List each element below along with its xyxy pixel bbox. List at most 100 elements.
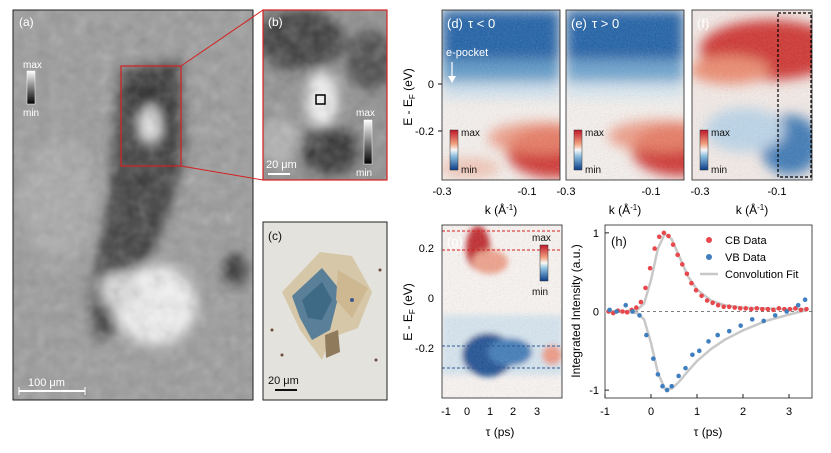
panel-a-tag: (a) (19, 15, 34, 29)
h-vb-point (802, 297, 808, 303)
g-ytick-2: -0.2 (415, 343, 434, 355)
h-xtick-label-4: 3 (786, 406, 792, 418)
h-cb-point (721, 304, 726, 310)
panel-a (13, 10, 253, 400)
h-vb-point (623, 302, 628, 308)
h-vb-point (726, 328, 732, 334)
panel-b-scalebar-label: 20 μm (266, 159, 297, 171)
h-vb-point (664, 387, 670, 393)
h-vb-point (637, 313, 642, 318)
arpes-y-axis: 0 -0.2 E - EF (eV) (401, 68, 442, 138)
h-cb-point (765, 306, 771, 312)
h-xtick-label-3: 2 (740, 406, 746, 418)
h-legend-label-0: CB Data (725, 235, 767, 247)
h-vb-point (772, 313, 778, 318)
h-legend-label-1: VB Data (725, 252, 767, 264)
arpes-ytick-0: 0 (428, 79, 434, 91)
panel-d (442, 10, 560, 180)
h-cb-point (804, 306, 809, 312)
panel-c (263, 222, 387, 400)
h-cb-point (793, 306, 798, 311)
panel-d-colorbar (449, 129, 459, 171)
e-pocket-arrow-head (448, 76, 456, 83)
h-cb-point (620, 309, 625, 314)
panel-b-marker (315, 94, 326, 105)
g-x-axis: -1 0 1 2 3 τ (ps) (441, 406, 540, 439)
panel-e-colorbar (573, 129, 583, 171)
h-ytick-label-1: 0 (593, 307, 599, 319)
h-cb-point (670, 242, 676, 247)
panel-f-tag: (f) (697, 16, 709, 31)
panel-b-cbar-max: max (356, 108, 375, 119)
h-cb-point (693, 287, 699, 293)
panel-b-frame (262, 9, 388, 181)
e-xlabel: k (Å-1) (609, 202, 641, 217)
g-xtick-3: 2 (510, 406, 516, 418)
f-xtick-1: -0.1 (768, 186, 787, 198)
g-xtick-4: 3 (534, 406, 540, 418)
h-cb-point (771, 307, 776, 313)
h-cb-point (710, 300, 715, 306)
h-cb-point (776, 306, 782, 311)
panel-h-chart: (h) Integrated Intensity (a.u.) τ (ps) 1… (569, 224, 813, 439)
h-cb-point (787, 306, 793, 312)
arpes-x-axes: -0.3 -0.1 -0.3 -0.1 -0.3 -0.1 k (Å-1) k … (433, 186, 787, 217)
arpes-ytick-1: -0.2 (415, 126, 434, 138)
panel-b-tag: (b) (268, 15, 283, 29)
h-cb-point (726, 304, 732, 310)
h-xtick-label-2: 1 (694, 406, 700, 418)
h-cb-point (661, 230, 667, 236)
h-cb-point (647, 265, 653, 271)
h-vb-point (676, 373, 681, 379)
d-xtick-0: -0.3 (433, 186, 452, 198)
h-vb-point (607, 307, 612, 313)
h-cb-point (656, 234, 662, 240)
h-cb-point (715, 302, 721, 308)
h-cb-point (798, 307, 804, 313)
d-xlabel: k (Å-1) (485, 202, 517, 217)
h-vb-point (795, 302, 801, 308)
h-vb-point (651, 356, 656, 361)
h-cb-point (754, 306, 760, 311)
panel-g-tag: (g) (447, 234, 463, 249)
h-vb-point (784, 309, 789, 314)
h-cb-point (732, 305, 738, 310)
d-xtick-1: -0.1 (518, 186, 537, 198)
panel-f-dashed-box (777, 12, 812, 178)
h-vb-point (690, 352, 695, 358)
h-cb-point (638, 299, 644, 305)
panel-e (566, 10, 684, 180)
h-vb-point (669, 383, 674, 389)
h-cb-point (652, 246, 657, 251)
panel-d-annotation: e-pocket (446, 47, 488, 59)
h-vb-point (697, 348, 702, 354)
h-cb-point (633, 305, 639, 310)
h-cb-point (679, 262, 685, 267)
g-ytick-0: 0.2 (419, 243, 434, 255)
panel-a-colorbar (26, 70, 36, 105)
h-cb-point (737, 306, 743, 311)
arpes-ylabel: E - EF (eV) (401, 68, 417, 126)
g-y-axis: 0.2 0 -0.2 E - EF (eV) (401, 243, 434, 355)
h-cb-point (666, 233, 671, 239)
panel-c-scalebar-label: 20 μm (268, 375, 299, 387)
zoom-box (120, 65, 182, 167)
h-vb-point (655, 372, 661, 377)
h-cb-point (675, 252, 680, 258)
h-cb-point (643, 285, 648, 291)
h-cb-point (704, 298, 710, 303)
zoom-line-bottom (180, 165, 264, 181)
h-legend-cb-marker (706, 237, 712, 243)
h-xtick-label-1: 0 (648, 406, 654, 418)
h-xlabel: τ (ps) (694, 425, 723, 439)
h-ylabel: Integrated Intensity (a.u.) (569, 244, 583, 377)
e-xtick-0: -0.3 (557, 186, 576, 198)
h-cb-point (624, 309, 630, 315)
h-vb-point (715, 332, 720, 338)
h-cb-point (684, 271, 690, 277)
g-xtick-0: -1 (441, 406, 451, 418)
h-legend-vb-marker (706, 254, 712, 260)
panel-d-tag: (d) (447, 16, 463, 31)
h-cb-point (743, 306, 749, 311)
panel-a-cbar-min: min (23, 108, 39, 119)
